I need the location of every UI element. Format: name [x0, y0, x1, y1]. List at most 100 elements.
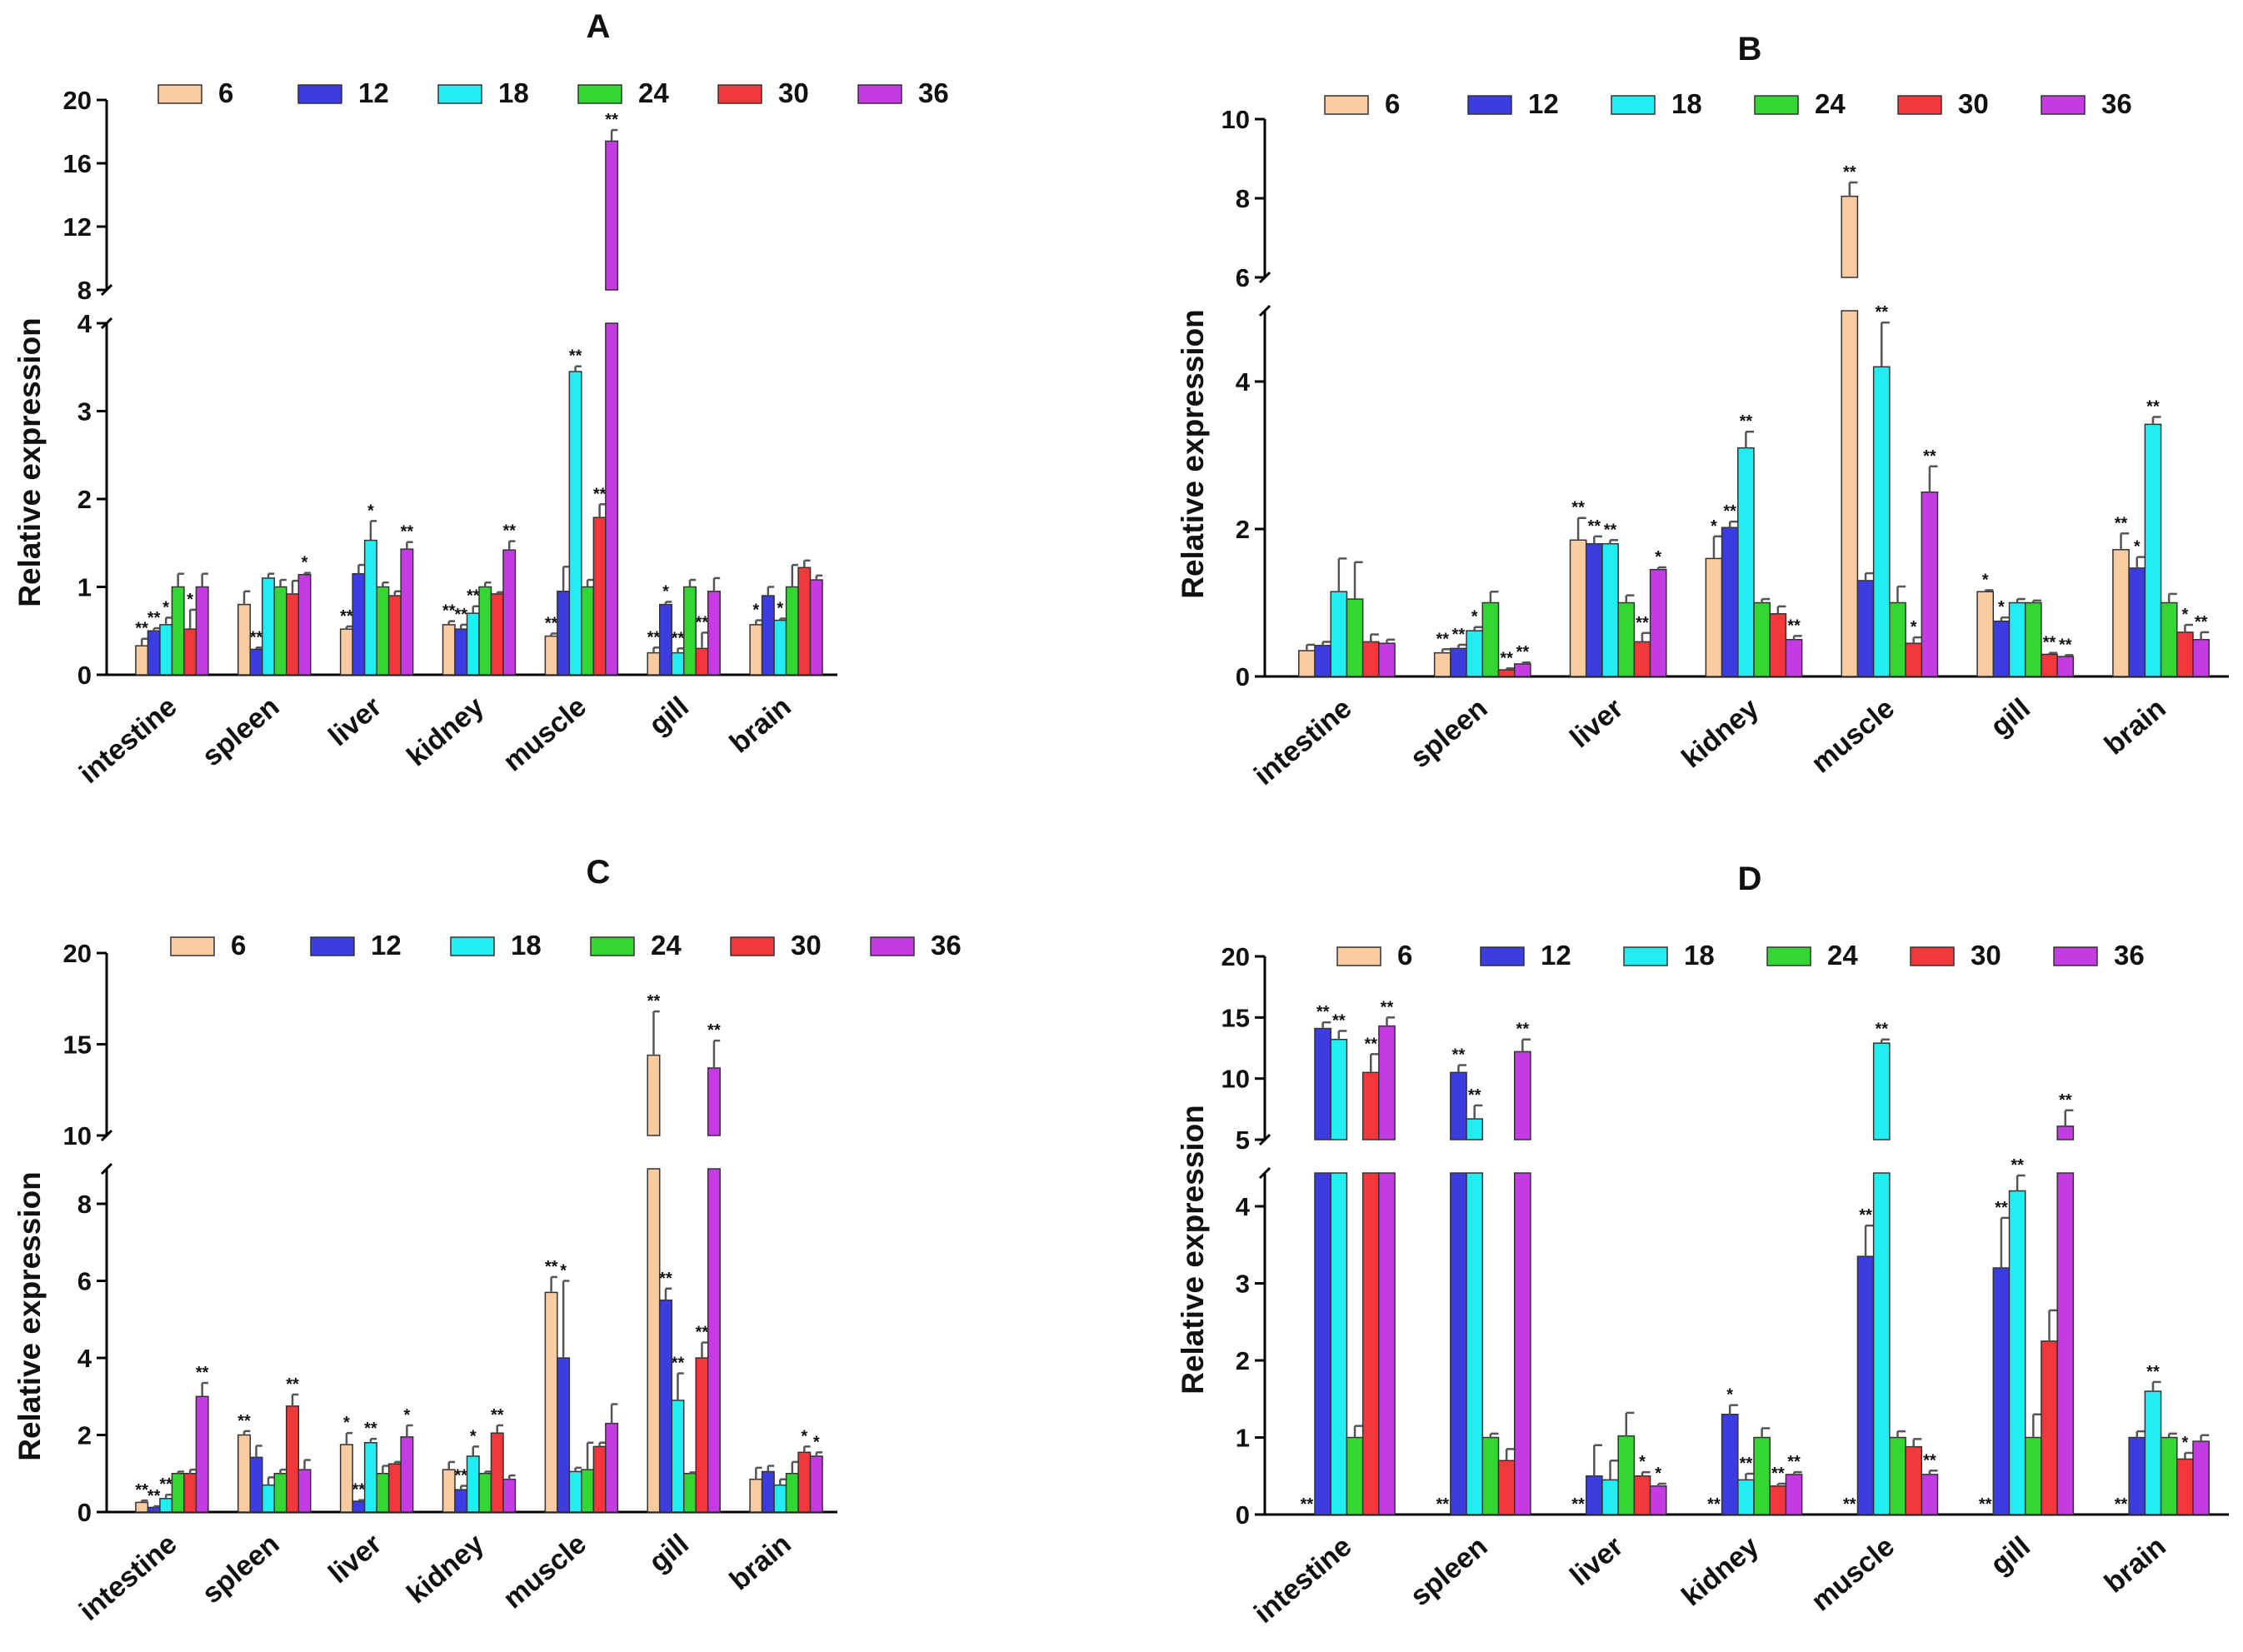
significance-marker: **	[2146, 397, 2160, 416]
bar-36-gill-upper	[707, 1067, 721, 1136]
bar-18-gill	[2008, 601, 2026, 677]
significance-marker: **	[647, 992, 661, 1011]
bar-24-muscle	[581, 586, 595, 676]
y-tick-label: 4	[1236, 367, 1251, 397]
bar-36-gill	[2056, 656, 2075, 677]
bar-24-brain	[785, 1473, 799, 1513]
significance-marker: **	[1316, 1003, 1330, 1021]
significance-marker: **	[1452, 1046, 1466, 1065]
bar-18-intestine	[159, 624, 173, 676]
bar-12-muscle	[1856, 580, 1875, 677]
legend-swatch-12	[310, 936, 355, 956]
significance-marker: *	[1471, 608, 1478, 626]
x-tick-label-intestine: intestine	[1248, 692, 1358, 791]
bar-24-muscle	[581, 1469, 595, 1513]
significance-marker: **	[1875, 303, 1888, 322]
x-tick-label-muscle: muscle	[1806, 1530, 1901, 1617]
x-tick-label-intestine: intestine	[1248, 1530, 1358, 1630]
y-tick-label: 10	[63, 1121, 92, 1150]
bar-18-intestine	[1330, 591, 1348, 677]
significance-marker: *	[560, 1262, 567, 1280]
bar-18-liver	[1601, 542, 1619, 677]
axis-break-mark	[100, 1162, 113, 1175]
legend-swatch-36	[870, 936, 915, 956]
significance-marker: **	[1843, 1495, 1856, 1514]
bar-36-intestine	[1378, 642, 1396, 677]
y-tick-label: 20	[63, 86, 92, 115]
bar-36-muscle	[605, 322, 619, 676]
bar-12-kidney	[1721, 527, 1739, 677]
bar-18-kidney	[1737, 1479, 1755, 1515]
bar-36-intestine	[195, 1395, 209, 1513]
legend-swatch-12	[1480, 946, 1525, 966]
axis-break-mark	[1258, 304, 1271, 317]
bar-24-kidney	[478, 586, 492, 676]
significance-marker: *	[752, 601, 759, 620]
significance-marker: *	[162, 598, 169, 616]
legend-swatch-18	[437, 84, 482, 104]
y-tick-label: 16	[63, 149, 92, 178]
bar-12-kidney	[454, 1489, 468, 1513]
significance-marker: **	[2059, 1091, 2072, 1110]
bar-24-spleen	[273, 1473, 287, 1513]
significance-marker: *	[1911, 618, 1917, 636]
bar-36-kidney	[502, 1478, 517, 1513]
bar-24-gill	[2024, 1436, 2042, 1515]
bar-24-spleen	[1481, 601, 1500, 677]
y-tick-label: 2	[77, 1421, 92, 1450]
bar-24-intestine	[171, 1473, 185, 1513]
significance-marker: **	[593, 485, 607, 503]
x-tick-label-kidney: kidney	[1676, 692, 1765, 774]
y-tick-label: 3	[1236, 1270, 1250, 1299]
x-tick-label-brain: brain	[724, 691, 797, 760]
y-tick-label: 0	[1236, 1500, 1250, 1530]
y-tick-label: 6	[77, 1267, 92, 1296]
significance-marker: *	[813, 1433, 820, 1451]
bar-6-intestine	[135, 645, 149, 676]
bar-30-liver	[387, 1463, 402, 1513]
bar-6-kidney	[442, 1469, 456, 1513]
bar-36-liver	[400, 548, 414, 676]
legend-swatch-6	[1324, 95, 1369, 115]
bar-6-gill	[1976, 591, 1995, 677]
bar-30-intestine	[1361, 641, 1380, 677]
legend-label-30: 30	[778, 77, 809, 108]
bar-30-kidney	[490, 1432, 504, 1513]
significance-marker: **	[2146, 1363, 2160, 1381]
bar-6-gill	[647, 651, 661, 676]
bar-12-brain	[761, 595, 775, 676]
bar-12-gill	[1992, 1267, 2011, 1515]
y-tick-label: 5	[1236, 1125, 1250, 1155]
significance-marker: **	[2059, 636, 2072, 654]
bar-36-muscle	[605, 1422, 619, 1513]
bar-30-spleen	[1497, 669, 1516, 677]
y-tick-label: 12	[63, 212, 92, 242]
legend-swatch-24	[577, 84, 622, 104]
panel-title: D	[1738, 861, 1762, 897]
y-tick-label: 4	[77, 1344, 92, 1373]
legend-label-36: 36	[918, 77, 949, 108]
x-tick-label-muscle: muscle	[497, 691, 592, 777]
significance-marker: *	[1998, 598, 2005, 616]
bar-18-gill	[671, 1400, 685, 1513]
bar-12-kidney	[1721, 1414, 1739, 1515]
y-tick-label: 8	[77, 276, 92, 305]
y-tick-label: 8	[1236, 184, 1250, 213]
bar-30-liver	[1633, 641, 1651, 677]
significance-marker: *	[1982, 571, 1989, 589]
bar-36-spleen	[1513, 663, 1531, 677]
bar-30-intestine	[1361, 1172, 1380, 1515]
significance-marker: **	[1571, 499, 1585, 517]
y-tick-label: 4	[77, 309, 92, 338]
x-tick-label-spleen: spleen	[1404, 1530, 1493, 1612]
significance-marker: **	[1923, 447, 1936, 466]
x-tick-label-intestine: intestine	[73, 1528, 183, 1627]
significance-marker: **	[1859, 1206, 1872, 1225]
bar-30-brain	[797, 566, 812, 676]
y-tick-label: 2	[1236, 515, 1250, 544]
bar-36-kidney	[1785, 1474, 1803, 1515]
legend-label-12: 12	[358, 77, 389, 108]
bar-24-liver	[376, 1473, 390, 1513]
bar-18-liver	[1601, 1479, 1619, 1515]
